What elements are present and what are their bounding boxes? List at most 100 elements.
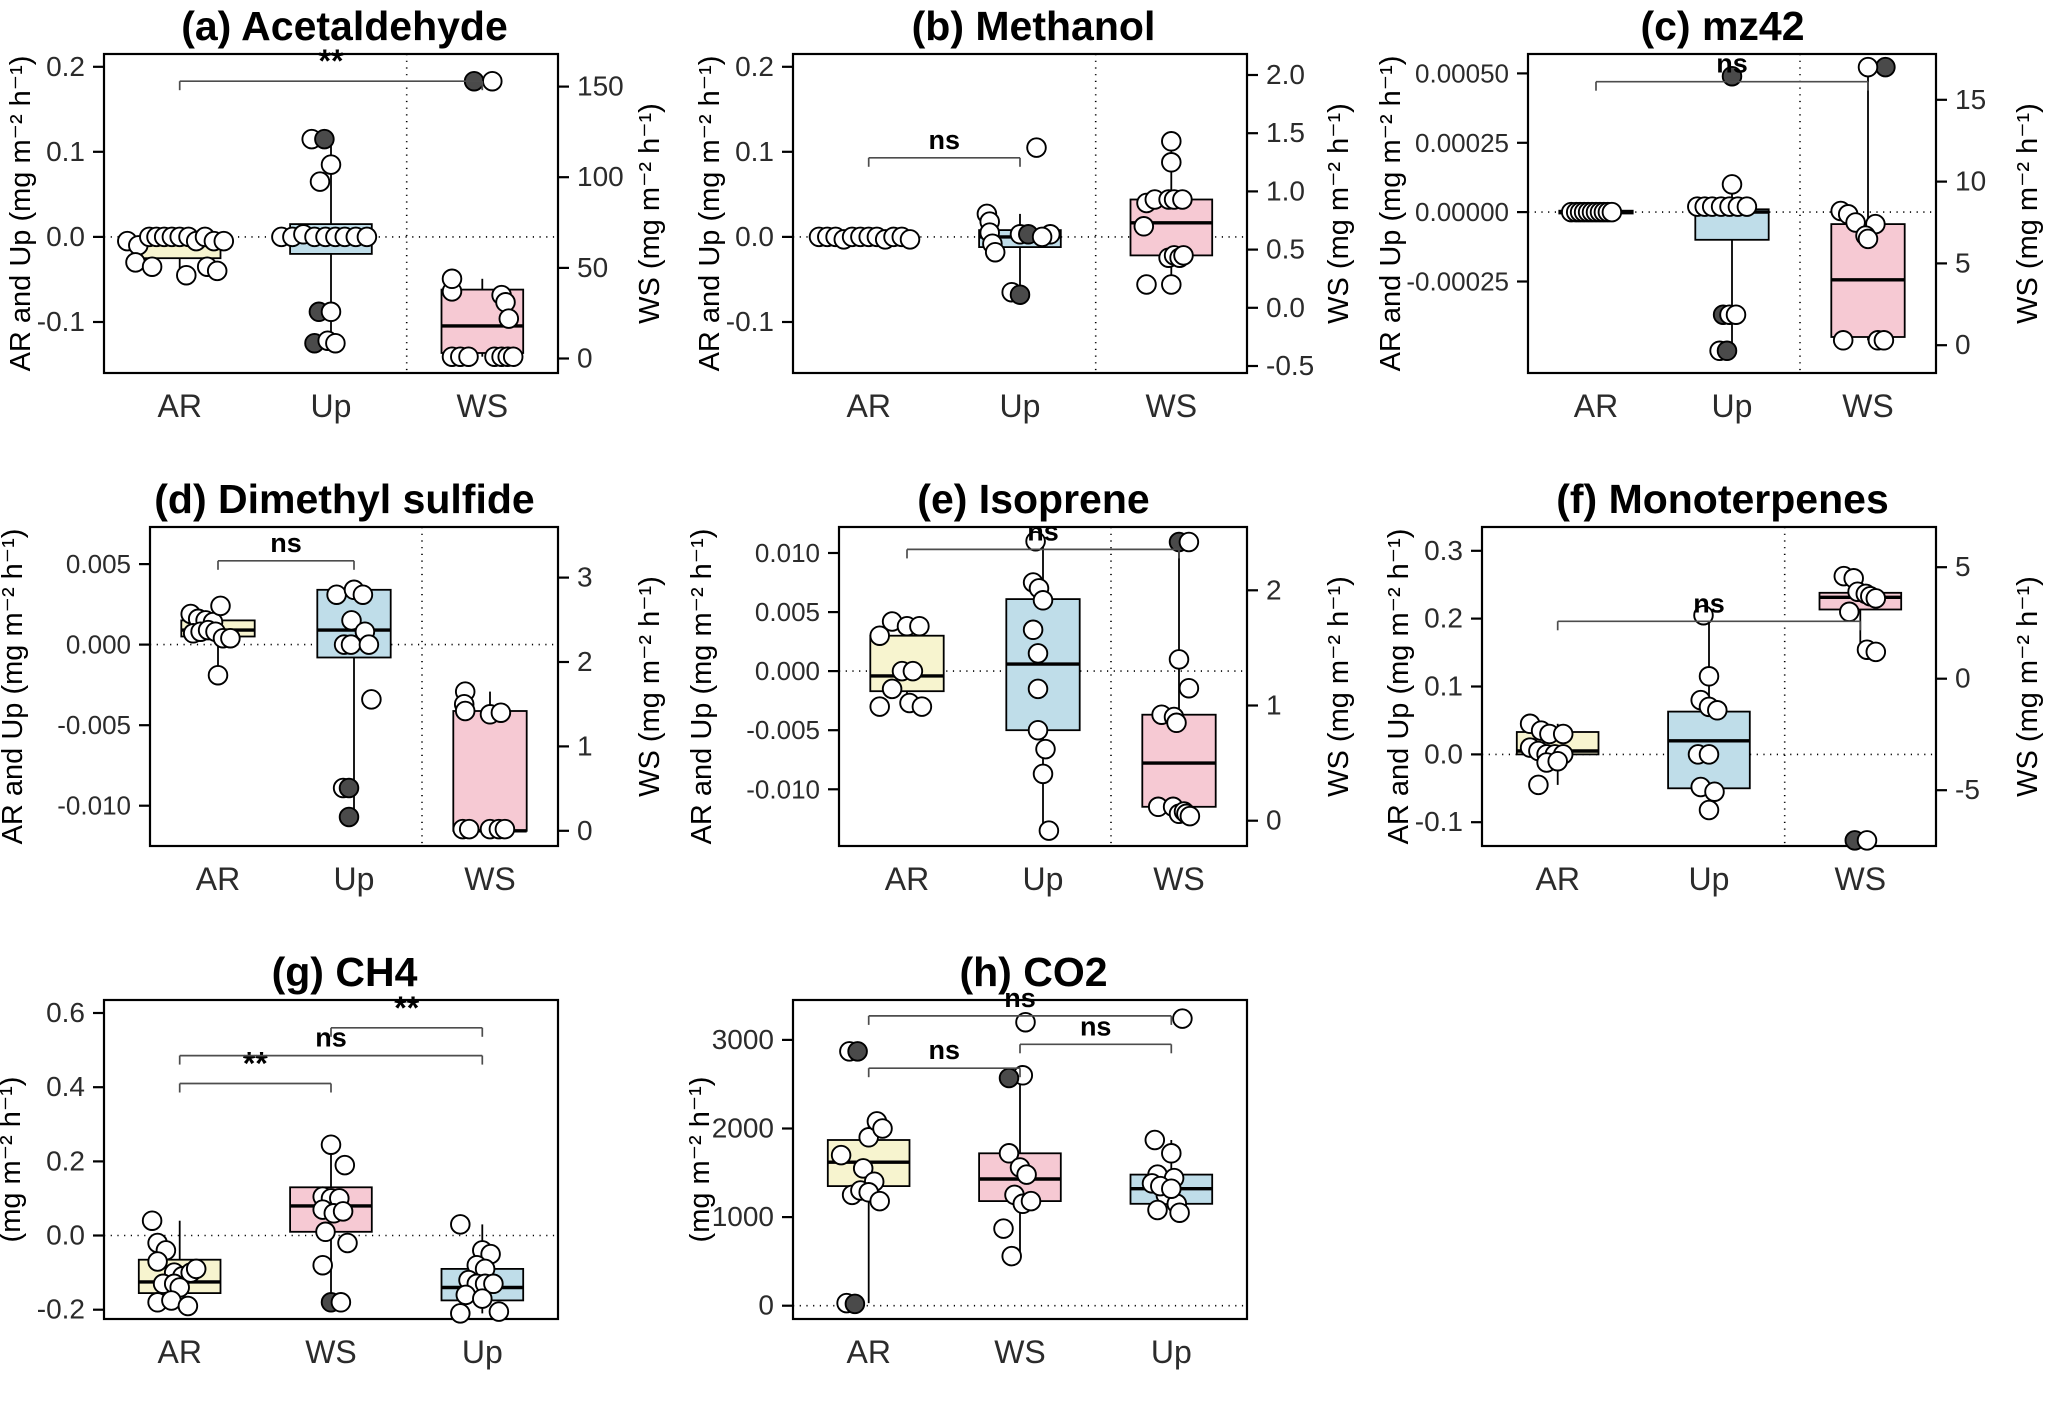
svg-text:(a) Acetaldehyde: (a) Acetaldehyde <box>181 3 508 49</box>
svg-text:AR and Up (mg m⁻² h⁻¹): AR and Up (mg m⁻² h⁻¹) <box>689 529 718 845</box>
svg-text:0.00025: 0.00025 <box>1415 128 1509 158</box>
svg-text:50: 50 <box>577 252 608 283</box>
svg-text:0.5: 0.5 <box>1266 234 1305 265</box>
svg-text:0: 0 <box>1955 329 1971 360</box>
svg-text:Up: Up <box>462 1334 503 1370</box>
svg-text:0: 0 <box>1955 663 1971 694</box>
svg-text:-0.00025: -0.00025 <box>1406 267 1509 297</box>
svg-text:WS: WS <box>1842 388 1894 424</box>
svg-text:0.005: 0.005 <box>755 597 820 627</box>
svg-text:0: 0 <box>1266 805 1282 836</box>
svg-text:**: ** <box>243 1046 268 1082</box>
svg-text:Up: Up <box>1023 861 1064 897</box>
svg-text:Up: Up <box>1712 388 1753 424</box>
svg-text:(c) mz42: (c) mz42 <box>1640 3 1804 49</box>
svg-text:5: 5 <box>1955 247 1971 278</box>
svg-text:-0.010: -0.010 <box>746 774 820 804</box>
svg-text:0.1: 0.1 <box>735 136 774 167</box>
svg-text:150: 150 <box>577 71 624 102</box>
svg-text:0.010: 0.010 <box>755 538 820 568</box>
svg-text:10: 10 <box>1955 166 1986 197</box>
svg-text:(mg m⁻² h⁻¹): (mg m⁻² h⁻¹) <box>689 1077 716 1243</box>
svg-text:1.0: 1.0 <box>1266 175 1305 206</box>
svg-text:WS (mg m⁻² h⁻¹): WS (mg m⁻² h⁻¹) <box>1323 103 1355 324</box>
svg-text:WS (mg m⁻² h⁻¹): WS (mg m⁻² h⁻¹) <box>634 576 666 797</box>
svg-text:-0.005: -0.005 <box>746 715 820 745</box>
svg-text:100: 100 <box>577 161 624 192</box>
svg-text:0: 0 <box>577 815 593 846</box>
svg-text:WS: WS <box>1835 861 1887 897</box>
svg-text:0.6: 0.6 <box>46 997 85 1028</box>
svg-text:-0.1: -0.1 <box>37 306 85 337</box>
svg-text:1000: 1000 <box>712 1201 774 1232</box>
svg-text:**: ** <box>319 43 344 79</box>
svg-text:ns: ns <box>1693 588 1725 618</box>
svg-text:2: 2 <box>1266 574 1282 605</box>
svg-text:AR: AR <box>157 1334 201 1370</box>
svg-text:Up: Up <box>1000 388 1041 424</box>
svg-text:WS: WS <box>994 1334 1046 1370</box>
svg-text:(g) CH4: (g) CH4 <box>272 949 418 995</box>
svg-text:ns: ns <box>1080 1011 1112 1041</box>
svg-text:0: 0 <box>577 343 593 374</box>
svg-text:0.2: 0.2 <box>735 51 774 82</box>
svg-text:AR and Up (mg m⁻² h⁻¹): AR and Up (mg m⁻² h⁻¹) <box>5 56 37 372</box>
svg-text:Up: Up <box>334 861 375 897</box>
svg-text:AR: AR <box>157 388 201 424</box>
svg-text:AR and Up (mg m⁻² h⁻¹): AR and Up (mg m⁻² h⁻¹) <box>1378 56 1407 372</box>
svg-text:0.0: 0.0 <box>1266 292 1305 323</box>
svg-text:0.000: 0.000 <box>66 630 131 660</box>
svg-text:(e) Isoprene: (e) Isoprene <box>917 476 1149 522</box>
svg-text:1.5: 1.5 <box>1266 117 1305 148</box>
svg-text:AR: AR <box>1535 861 1579 897</box>
svg-text:Up: Up <box>1689 861 1730 897</box>
svg-text:0.005: 0.005 <box>66 549 131 579</box>
svg-text:15: 15 <box>1955 84 1986 115</box>
svg-text:WS: WS <box>457 388 509 424</box>
svg-text:-0.2: -0.2 <box>37 1294 85 1325</box>
svg-text:AR and Up (mg m⁻² h⁻¹): AR and Up (mg m⁻² h⁻¹) <box>0 529 29 845</box>
svg-text:Up: Up <box>1151 1334 1192 1370</box>
svg-text:ns: ns <box>1716 49 1748 79</box>
svg-text:ns: ns <box>270 528 302 558</box>
svg-text:(b) Methanol: (b) Methanol <box>912 3 1156 49</box>
svg-text:Up: Up <box>311 388 352 424</box>
svg-text:0.000: 0.000 <box>755 656 820 686</box>
svg-text:0.0: 0.0 <box>46 221 85 252</box>
svg-text:-0.5: -0.5 <box>1266 350 1314 381</box>
svg-text:5: 5 <box>1955 551 1971 582</box>
svg-text:ns: ns <box>1004 983 1036 1013</box>
svg-text:WS (mg m⁻² h⁻¹): WS (mg m⁻² h⁻¹) <box>1323 576 1355 797</box>
svg-text:-0.005: -0.005 <box>57 710 131 740</box>
svg-text:0.0: 0.0 <box>1424 738 1463 769</box>
svg-text:WS: WS <box>1153 861 1205 897</box>
svg-text:AR: AR <box>1574 388 1618 424</box>
svg-text:AR and Up (mg m⁻² h⁻¹): AR and Up (mg m⁻² h⁻¹) <box>1383 529 1415 845</box>
svg-text:0.2: 0.2 <box>46 51 85 82</box>
svg-text:(d) Dimethyl sulfide: (d) Dimethyl sulfide <box>154 476 534 522</box>
svg-text:(f) Monoterpenes: (f) Monoterpenes <box>1556 476 1889 522</box>
svg-text:-0.010: -0.010 <box>57 791 131 821</box>
svg-text:-5: -5 <box>1955 774 1980 805</box>
svg-text:WS: WS <box>305 1334 357 1370</box>
svg-text:WS: WS <box>464 861 516 897</box>
svg-text:0.00050: 0.00050 <box>1415 58 1509 88</box>
svg-text:AR: AR <box>196 861 240 897</box>
svg-text:AR: AR <box>846 1334 890 1370</box>
svg-text:0.2: 0.2 <box>1424 603 1463 634</box>
svg-text:WS: WS <box>1146 388 1198 424</box>
svg-text:AR and Up (mg m⁻² h⁻¹): AR and Up (mg m⁻² h⁻¹) <box>694 56 726 372</box>
svg-text:**: ** <box>394 990 419 1026</box>
svg-text:WS (mg m⁻² h⁻¹): WS (mg m⁻² h⁻¹) <box>2012 576 2044 797</box>
svg-text:1: 1 <box>577 730 593 761</box>
svg-text:ns: ns <box>1027 516 1059 546</box>
svg-text:3: 3 <box>577 562 593 593</box>
svg-text:3000: 3000 <box>712 1024 774 1055</box>
svg-text:0.0: 0.0 <box>46 1220 85 1251</box>
svg-text:0.4: 0.4 <box>46 1071 85 1102</box>
svg-text:(mg m⁻² h⁻¹): (mg m⁻² h⁻¹) <box>0 1077 27 1243</box>
svg-text:AR: AR <box>846 388 890 424</box>
svg-text:WS (mg m⁻² h⁻¹): WS (mg m⁻² h⁻¹) <box>2012 103 2044 324</box>
svg-text:WS (mg m⁻² h⁻¹): WS (mg m⁻² h⁻¹) <box>634 103 666 324</box>
svg-text:0: 0 <box>758 1290 774 1321</box>
